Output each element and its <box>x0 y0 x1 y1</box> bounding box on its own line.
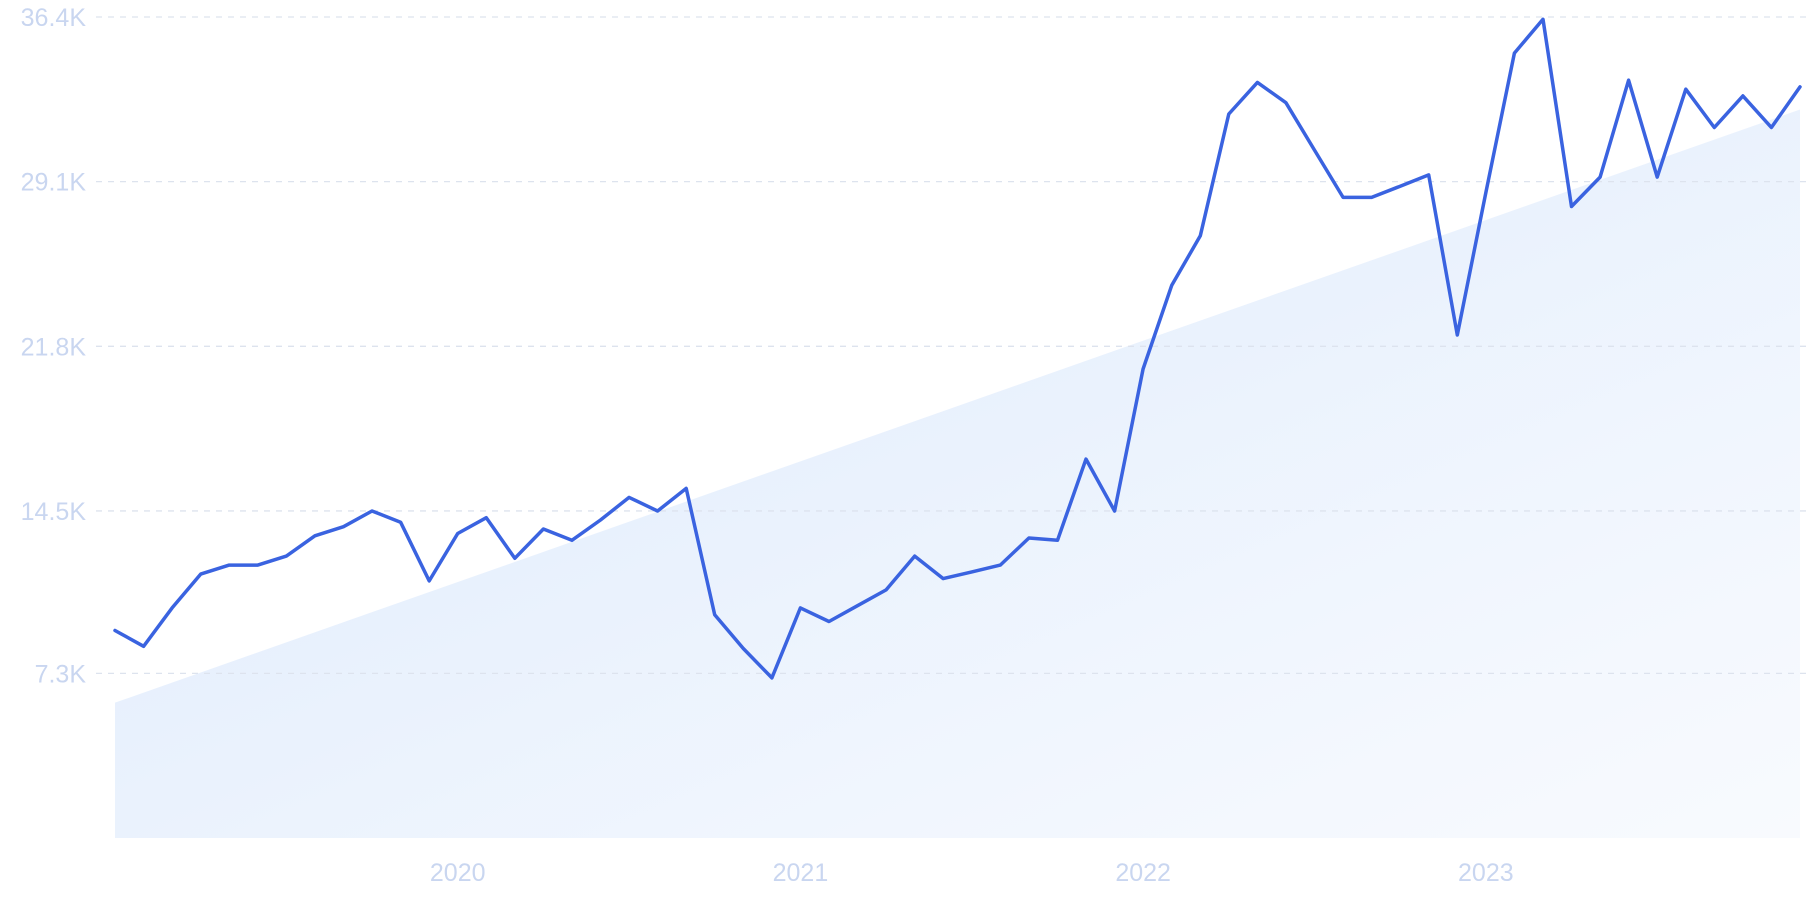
y-tick-label: 7.3K <box>35 660 87 688</box>
y-tick-label: 29.1K <box>21 169 87 197</box>
x-tick-label: 2022 <box>1115 859 1171 887</box>
x-tick-label: 2021 <box>773 859 829 887</box>
y-tick-label: 14.5K <box>21 498 87 526</box>
x-tick-label: 2023 <box>1458 859 1514 887</box>
y-tick-label: 21.8K <box>21 333 87 361</box>
y-tick-label: 36.4K <box>21 4 87 32</box>
series-line <box>113 17 1802 680</box>
trend-area <box>115 109 1800 838</box>
x-tick-label: 2020 <box>430 859 486 887</box>
